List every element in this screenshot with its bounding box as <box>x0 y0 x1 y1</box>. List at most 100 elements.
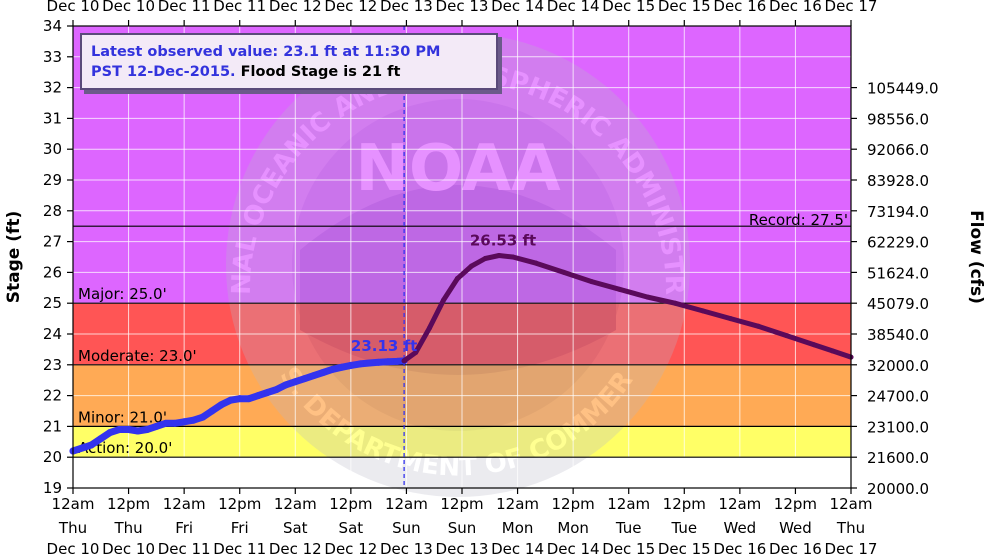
series-observed-point <box>152 422 160 430</box>
series-observed-point <box>134 427 142 435</box>
noaa-center-text: NOAA <box>355 132 561 206</box>
x-tick-date-top: Dec 17 <box>825 0 878 15</box>
x-tick-date-top: Dec 12 <box>324 0 377 15</box>
series-observed-point <box>115 425 123 433</box>
y-tick-label-right: 92066.0 <box>867 141 929 159</box>
x-tick-day: Mon <box>557 519 589 537</box>
y-tick-label-left: 20 <box>43 448 62 466</box>
series-observed-point <box>106 429 114 437</box>
series-observed-point <box>162 419 170 427</box>
x-tick-date-top: Dec 14 <box>547 0 600 15</box>
band-labels: Action: 20.0' Minor: 21.0' Moderate: 23.0'… <box>78 211 848 457</box>
x-tick-time: 12pm <box>774 495 817 513</box>
series-forecast-point <box>440 297 446 303</box>
annotation-label: 26.53 ft <box>470 231 536 249</box>
x-tick-date-top: Dec 15 <box>658 0 711 15</box>
series-forecast-point <box>468 263 474 269</box>
x-tick-day: Wed <box>779 519 812 537</box>
x-tick-time: 12am <box>163 495 206 513</box>
y-tick-label-left: 29 <box>43 171 62 189</box>
series-forecast-point <box>454 276 460 282</box>
x-tick-time: 12pm <box>552 495 595 513</box>
x-tick-date-bottom: Dec 11 <box>158 540 211 554</box>
series-observed-point <box>171 419 179 427</box>
x-tick-day: Sun <box>392 519 421 537</box>
x-tick-day: Fri <box>175 519 193 537</box>
x-tick-time: 12am <box>385 495 428 513</box>
series-forecast-point <box>783 333 789 339</box>
x-tick-date-top: Dec 12 <box>269 0 322 15</box>
series-forecast-point <box>811 342 817 348</box>
x-tick-time: 12am <box>496 495 539 513</box>
x-tick-time: 12am <box>830 495 873 513</box>
x-tick-date-bottom: Dec 13 <box>380 540 433 554</box>
series-observed-point <box>328 365 336 373</box>
y-tick-label-left: 24 <box>43 325 62 343</box>
y-tick-label-left: 26 <box>43 263 62 281</box>
x-tick-time: 12pm <box>440 495 483 513</box>
series-forecast-point <box>728 316 734 322</box>
series-observed-point <box>273 385 281 393</box>
hydrograph-series <box>69 252 854 455</box>
y-axis-title-right: Flow (cfs) <box>966 210 986 304</box>
series-observed-point <box>347 361 355 369</box>
y-tick-label-right: 23100.0 <box>867 418 929 436</box>
band-label-action: Action: 20.0' <box>78 439 172 457</box>
y-tick-label-left: 34 <box>43 17 62 35</box>
x-tick-date-top: Dec 15 <box>602 0 655 15</box>
series-observed-point <box>264 389 271 397</box>
y-tick-label-right: 24700.0 <box>867 388 929 406</box>
x-tick-date-bottom: Dec 13 <box>436 540 489 554</box>
series-observed-point <box>180 418 188 426</box>
series-observed-point <box>88 441 96 449</box>
series-observed-point <box>338 363 346 371</box>
x-tick-day: Sat <box>339 519 364 537</box>
y-tick-label-right: 32000.0 <box>867 357 929 375</box>
series-forecast-point <box>829 348 835 354</box>
series-forecast-point <box>496 252 502 258</box>
series-forecast-point <box>482 256 488 262</box>
series-forecast-point <box>533 260 539 266</box>
y-tick-label-left: 19 <box>43 479 62 497</box>
x-tick-date-top: Dec 16 <box>713 0 766 15</box>
y-axis-title-left: Stage (ft) <box>4 211 24 304</box>
series-forecast-point <box>755 323 761 329</box>
series-forecast-point <box>401 358 407 364</box>
x-tick-date-top: Dec 16 <box>769 0 822 15</box>
y-tick-label-right: 51624.0 <box>867 264 929 282</box>
x-tick-date-bottom: Dec 15 <box>658 540 711 554</box>
x-tick-date-top: Dec 10 <box>102 0 155 15</box>
x-tick-date-top: Dec 11 <box>158 0 211 15</box>
series-observed-point <box>393 357 401 365</box>
series-observed-point <box>254 392 262 400</box>
y-tick-label-right: 98556.0 <box>867 110 929 128</box>
series-forecast-point <box>644 294 650 300</box>
band-label-moderate: Moderate: 23.0' <box>78 347 197 365</box>
series-observed-point <box>208 407 216 415</box>
x-tick-day: Tue <box>670 519 697 537</box>
x-tick-date-bottom: Dec 17 <box>825 540 878 554</box>
y-tick-label-left: 30 <box>43 140 62 158</box>
x-tick-time: 12pm <box>218 495 261 513</box>
x-tick-time: 12am <box>274 495 317 513</box>
x-tick-date-bottom: Dec 15 <box>602 540 655 554</box>
annotation-label: 23.13 ft <box>351 337 417 355</box>
series-observed-point <box>143 425 151 433</box>
series-observed-point <box>78 444 86 452</box>
x-tick-date-bottom: Dec 10 <box>47 540 100 554</box>
y-tick-label-right: 20000.0 <box>867 480 929 498</box>
series-observed-point <box>365 359 373 367</box>
x-tick-date-bottom: Dec 11 <box>213 540 266 554</box>
x-tick-date-bottom: Dec 10 <box>102 540 155 554</box>
x-tick-day: Mon <box>502 519 534 537</box>
x-tick-date-top: Dec 13 <box>436 0 489 15</box>
y-tick-label-right: 83928.0 <box>867 172 929 190</box>
x-tick-day: Tue <box>615 519 642 537</box>
x-tick-date-top: Dec 13 <box>380 0 433 15</box>
series-observed-point <box>236 395 244 403</box>
y-tick-label-left: 28 <box>43 202 62 220</box>
series-observed-point <box>97 435 105 443</box>
y-tick-label-right: 62229.0 <box>867 234 929 252</box>
series-observed-point <box>384 358 392 366</box>
x-tick-time: 12am <box>607 495 650 513</box>
